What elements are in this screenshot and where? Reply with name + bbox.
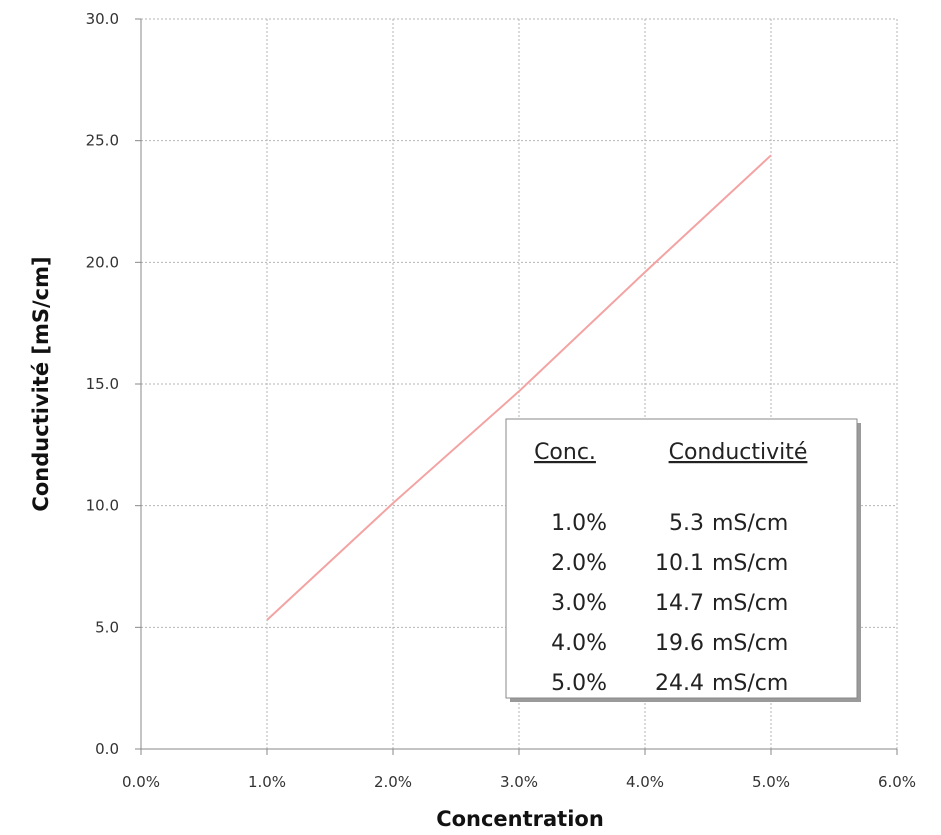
table-header-conc: Conc.	[534, 440, 596, 465]
table-cell-conc: 5.0%	[551, 671, 607, 696]
table-cell-unit: mS/cm	[712, 631, 788, 656]
x-axis-title: Concentration	[436, 807, 604, 831]
table-cell-value: 5.3	[669, 511, 704, 536]
x-tick-label: 4.0%	[626, 773, 664, 791]
table-cell-conc: 4.0%	[551, 631, 607, 656]
table-cell-unit: mS/cm	[712, 591, 788, 616]
table-box	[505, 418, 858, 699]
table-cell-unit: mS/cm	[712, 551, 788, 576]
table-cell-value: 14.7	[655, 591, 704, 616]
axes: 0.0% 1.0% 2.0% 3.0% 4.0% 5.0% 6.0% 0.0 5.0 10.0 15…	[86, 10, 916, 791]
table-cell-conc: 1.0%	[551, 511, 607, 536]
table-cell-conc: 3.0%	[551, 591, 607, 616]
x-tick-label: 5.0%	[752, 773, 790, 791]
data-table: Conc. Conductivité 1.0% 5.3 mS/cm 2.0% 10.1 mS/…	[505, 418, 861, 702]
table-cell-unit: mS/cm	[712, 671, 788, 696]
table-cell-conc: 2.0%	[551, 551, 607, 576]
y-tick-label: 25.0	[86, 132, 119, 150]
table-cell-value: 19.6	[655, 631, 704, 656]
table-cell-value: 24.4	[655, 671, 704, 696]
y-tick-label: 5.0	[95, 618, 119, 636]
x-tick-label: 3.0%	[500, 773, 538, 791]
y-tick-label: 0.0	[95, 740, 119, 758]
x-tick-label: 1.0%	[248, 773, 286, 791]
y-tick-label: 20.0	[86, 253, 119, 271]
series-layer	[266, 154, 772, 621]
y-tick-label: 30.0	[86, 10, 119, 28]
y-axis-title: Conductivité [mS/cm]	[29, 256, 53, 511]
x-tick-label: 6.0%	[878, 773, 916, 791]
x-tick-label: 0.0%	[122, 773, 160, 791]
table-header-conductivity: Conductivité	[669, 440, 808, 465]
y-tick-label: 10.0	[86, 497, 119, 515]
table-cell-value: 10.1	[655, 551, 704, 576]
x-tick-label: 2.0%	[374, 773, 412, 791]
y-tick-label: 15.0	[86, 375, 119, 393]
table-cell-unit: mS/cm	[712, 511, 788, 536]
